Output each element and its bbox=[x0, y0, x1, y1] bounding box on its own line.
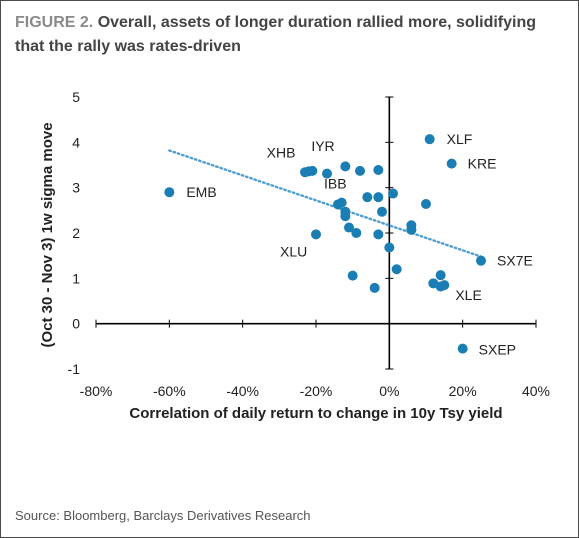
axes-group: -1 0 1 2 3 4 5 -80% -60% -40% -20% 0% 20% 40% Correlat… bbox=[39, 89, 550, 422]
point-label-emb: EMB bbox=[186, 184, 216, 200]
figure-title: FIGURE 2. Overall, assets of longer dura… bbox=[15, 11, 565, 59]
trendline-group bbox=[168, 149, 483, 258]
data-point bbox=[340, 161, 351, 172]
point-label-sx7e: SX7E bbox=[497, 253, 533, 269]
data-point bbox=[373, 229, 384, 240]
x-tick-label: 20% bbox=[449, 383, 477, 399]
point-sx7e bbox=[476, 255, 486, 266]
figure-label: FIGURE 2. bbox=[15, 14, 94, 31]
data-point bbox=[322, 168, 332, 179]
point-label-xlf: XLF bbox=[447, 131, 473, 147]
point-label-xle: XLE bbox=[455, 287, 481, 303]
point-label-iyr: IYR bbox=[311, 138, 334, 154]
scatter-chart: -1 0 1 2 3 4 5 -80% -60% -40% -20% 0% 20% 40% Correlat… bbox=[39, 89, 550, 422]
data-point bbox=[435, 270, 446, 281]
y-tick-label: 3 bbox=[72, 180, 80, 196]
points-group bbox=[164, 134, 486, 354]
data-point bbox=[362, 192, 373, 203]
x-axis-title: Correlation of daily return to change in… bbox=[129, 405, 502, 422]
data-point bbox=[355, 165, 365, 176]
data-point bbox=[421, 198, 431, 209]
point-label-ibb: IBB bbox=[324, 175, 347, 191]
data-point bbox=[373, 192, 384, 203]
data-point bbox=[336, 197, 347, 208]
point-label-xlu: XLU bbox=[280, 243, 307, 259]
data-point bbox=[369, 282, 380, 293]
y-tick-label: -1 bbox=[68, 361, 81, 377]
x-tick-label: 40% bbox=[522, 383, 550, 399]
x-tick-label: -20% bbox=[300, 383, 333, 399]
source-note: Source: Bloomberg, Barclays Derivatives … bbox=[15, 508, 311, 523]
point-label-sxep: SXEP bbox=[479, 342, 516, 358]
data-point bbox=[351, 228, 362, 238]
point-xlu bbox=[311, 229, 321, 240]
data-point bbox=[406, 224, 417, 235]
point-label-kre: KRE bbox=[468, 156, 497, 172]
data-point bbox=[300, 167, 310, 178]
y-axis-title: (Oct 30 - Nov 3) 1w sigma move bbox=[39, 122, 56, 347]
x-tick-label: -60% bbox=[153, 383, 186, 399]
point-xlf bbox=[424, 134, 435, 145]
data-point bbox=[384, 242, 395, 253]
data-point bbox=[435, 281, 446, 292]
y-tick-label: 4 bbox=[72, 134, 80, 150]
data-point bbox=[340, 211, 351, 222]
point-emb bbox=[164, 187, 175, 198]
x-tick-label: 0% bbox=[379, 383, 399, 399]
figure-title-text: Overall, assets of longer duration ralli… bbox=[15, 14, 537, 55]
point-sxep bbox=[457, 343, 468, 354]
data-point bbox=[347, 270, 358, 281]
data-point bbox=[373, 164, 384, 175]
data-point bbox=[344, 222, 354, 233]
y-tick-label: 2 bbox=[72, 225, 80, 241]
point-label-xhb: XHB bbox=[267, 144, 296, 160]
x-tick-label: -40% bbox=[226, 383, 259, 399]
trendline bbox=[168, 149, 483, 258]
x-tick-label: -80% bbox=[80, 383, 113, 399]
chart-area: -1 0 1 2 3 4 5 -80% -60% -40% -20% 0% 20% 40% Correlat… bbox=[1, 71, 579, 431]
y-tick-label: 1 bbox=[72, 270, 80, 286]
y-tick-label: 0 bbox=[72, 316, 80, 332]
point-labels-group: EMB XHB IYR IBB XLU XLF KRE SX7E XLE SXEP bbox=[186, 131, 532, 357]
y-tick-label: 5 bbox=[72, 89, 80, 105]
point-kre bbox=[446, 158, 457, 169]
data-point bbox=[377, 206, 387, 217]
data-point bbox=[388, 188, 398, 199]
data-point bbox=[391, 264, 402, 275]
